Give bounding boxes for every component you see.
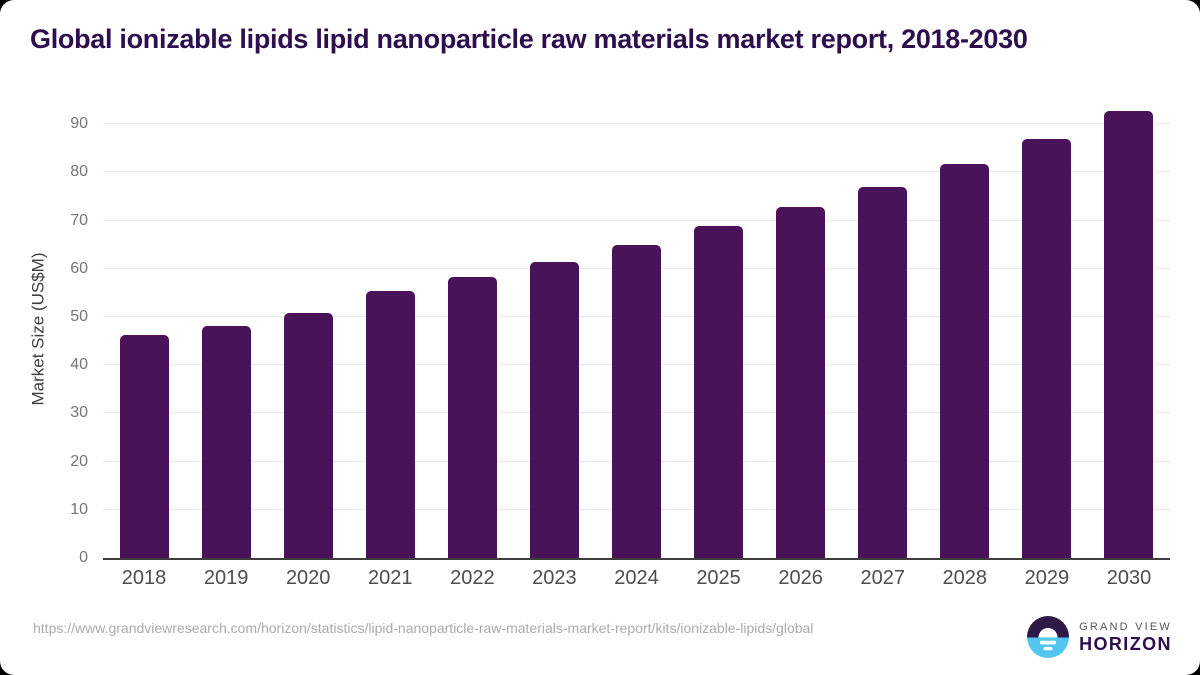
x-tick-label-2020: 2020 (285, 567, 331, 589)
x-axis-tick-labels: 2018 2019 2020 2021 2022 2023 2024 2025 2026 2027… (103, 566, 1170, 592)
bar-2026 (776, 207, 826, 558)
y-tick-label-40: 40 (70, 356, 88, 374)
logo-product-name: HORIZON (1079, 633, 1172, 654)
source-url: https://www.grandviewresearch.com/horizo… (33, 620, 814, 636)
x-tick-label-2029: 2029 (1024, 567, 1070, 589)
bar-2028 (940, 163, 990, 558)
x-tick-label-2028: 2028 (942, 567, 988, 589)
y-axis-tick-labels: 0 10 20 30 40 50 60 70 80 90 (0, 100, 88, 566)
x-tick-label-2027: 2027 (860, 567, 905, 589)
chart-title: Global ionizable lipids lipid nanopartic… (30, 24, 1028, 54)
bar-2022 (447, 276, 497, 558)
bar-2025 (694, 225, 744, 558)
x-tick-label-2025: 2025 (696, 567, 741, 589)
bar-2027 (858, 186, 908, 558)
gridline-80 (103, 171, 1170, 173)
y-tick-label-50: 50 (70, 307, 88, 325)
horizon-sun-icon (1027, 616, 1070, 658)
y-tick-label-0: 0 (79, 549, 88, 566)
y-tick-label-30: 30 (70, 404, 88, 422)
grand-view-horizon-logo: GRAND VIEW HORIZON (1027, 616, 1172, 658)
plot-area (103, 100, 1170, 560)
bar-2029 (1022, 139, 1072, 558)
bar-2020 (283, 313, 333, 558)
bar-2023 (529, 261, 579, 558)
bar-2021 (365, 290, 415, 558)
x-tick-label-2030: 2030 (1106, 567, 1152, 589)
bar-2019 (201, 326, 251, 558)
y-tick-label-20: 20 (70, 452, 88, 470)
x-tick-label-2022: 2022 (450, 567, 495, 589)
logo-wordmark: GRAND VIEW HORIZON (1079, 621, 1172, 654)
x-tick-label-2026: 2026 (778, 567, 823, 589)
x-tick-label-2023: 2023 (532, 567, 577, 589)
x-tick-label-2024: 2024 (614, 567, 659, 589)
bar-2024 (612, 244, 661, 558)
gridline-90 (103, 123, 1170, 125)
y-tick-label-80: 80 (70, 163, 88, 181)
logo-brand-name: GRAND VIEW (1079, 620, 1172, 633)
y-tick-label-90: 90 (70, 115, 88, 133)
y-tick-label-60: 60 (70, 259, 88, 277)
y-tick-label-70: 70 (70, 211, 88, 229)
footer: https://www.grandviewresearch.com/horizo… (0, 613, 1200, 675)
gridline-70 (103, 219, 1170, 221)
bar-2030 (1104, 111, 1154, 558)
x-tick-label-2021: 2021 (368, 567, 413, 589)
bar-2018 (119, 335, 169, 558)
x-tick-label-2019: 2019 (203, 567, 249, 589)
x-tick-label-2018: 2018 (121, 567, 167, 589)
y-tick-label-10: 10 (70, 500, 88, 518)
